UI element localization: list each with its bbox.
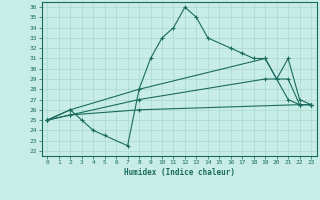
X-axis label: Humidex (Indice chaleur): Humidex (Indice chaleur)	[124, 168, 235, 177]
